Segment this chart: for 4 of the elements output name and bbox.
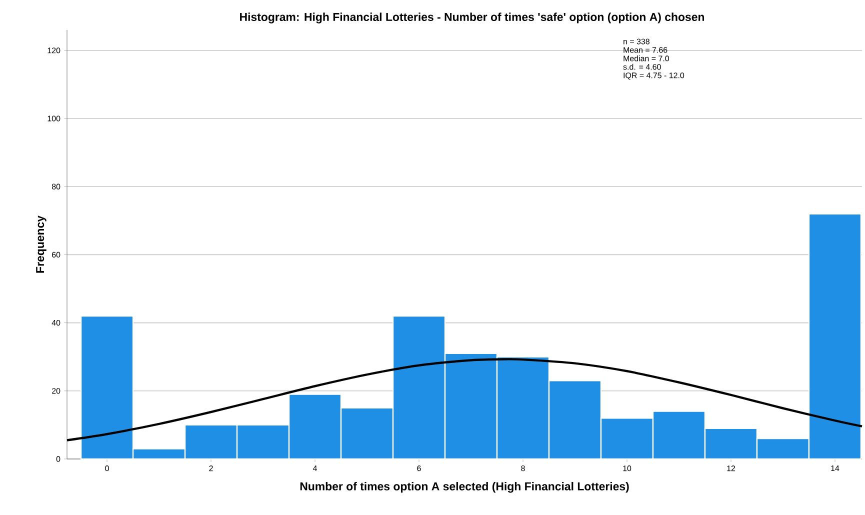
y-axis-title: Frequency <box>36 216 46 273</box>
chart-title: Histogram: High Financial Lotteries - Number of times 'safe' option (option A) chosen <box>240 12 704 24</box>
line-series <box>66 358 864 442</box>
x-axis-title: Number of times option A selected (High Financial Lotteries) <box>300 482 629 493</box>
